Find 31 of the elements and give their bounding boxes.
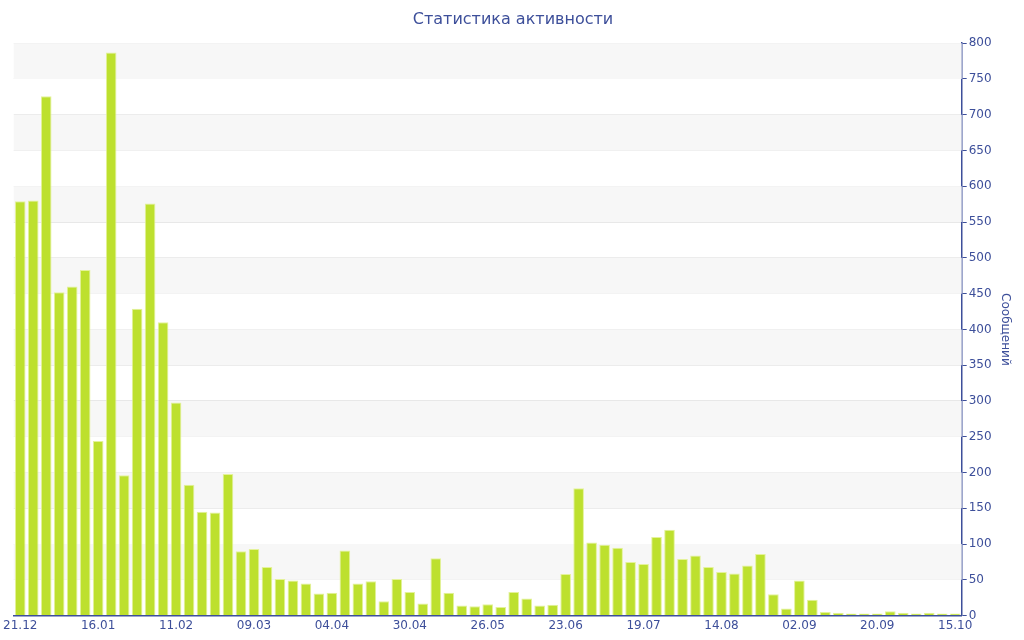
- y-tick-label: 550: [968, 214, 992, 229]
- x-tick-label: 04.04: [314, 617, 350, 632]
- y-tick-label: 800: [968, 35, 992, 50]
- y-tick-label: 500: [968, 249, 992, 264]
- y-tick-label: 350: [968, 357, 992, 372]
- x-tick-label: 26.05: [470, 617, 505, 632]
- x-tick-label: 16.01: [80, 617, 116, 632]
- x-tick-label: 09.03: [236, 617, 272, 632]
- y-axis-title: Сообщений: [998, 293, 1013, 366]
- x-tick-label: 30.04: [392, 617, 427, 632]
- y-tick-label: 50: [968, 571, 984, 586]
- y-tick-label: 250: [968, 428, 992, 443]
- y-tick-label: 400: [968, 321, 992, 336]
- y-tick-label: 200: [968, 464, 992, 479]
- chart-title: Статистика активности: [412, 8, 614, 28]
- x-tick-label: 19.07: [626, 617, 661, 632]
- x-tick-label: 23.06: [548, 617, 583, 632]
- x-tick-label: 14.08: [704, 617, 739, 632]
- y-tick-label: 300: [968, 393, 992, 408]
- x-tick-label: 15.10: [938, 617, 973, 632]
- x-tick-label: 11.02: [158, 617, 194, 632]
- y-tick-label: 750: [968, 71, 992, 86]
- x-tick-label: 02.09: [782, 617, 817, 632]
- y-tick-label: 700: [968, 106, 992, 121]
- y-tick-label: 650: [968, 142, 992, 157]
- x-tick-label: 21.12: [3, 617, 38, 632]
- x-tick-label: 20.09: [860, 617, 895, 632]
- y-tick-label: 100: [968, 536, 992, 551]
- y-tick-label: 600: [968, 178, 992, 193]
- y-tick-label: 450: [968, 285, 992, 300]
- y-tick-label: 150: [968, 500, 992, 515]
